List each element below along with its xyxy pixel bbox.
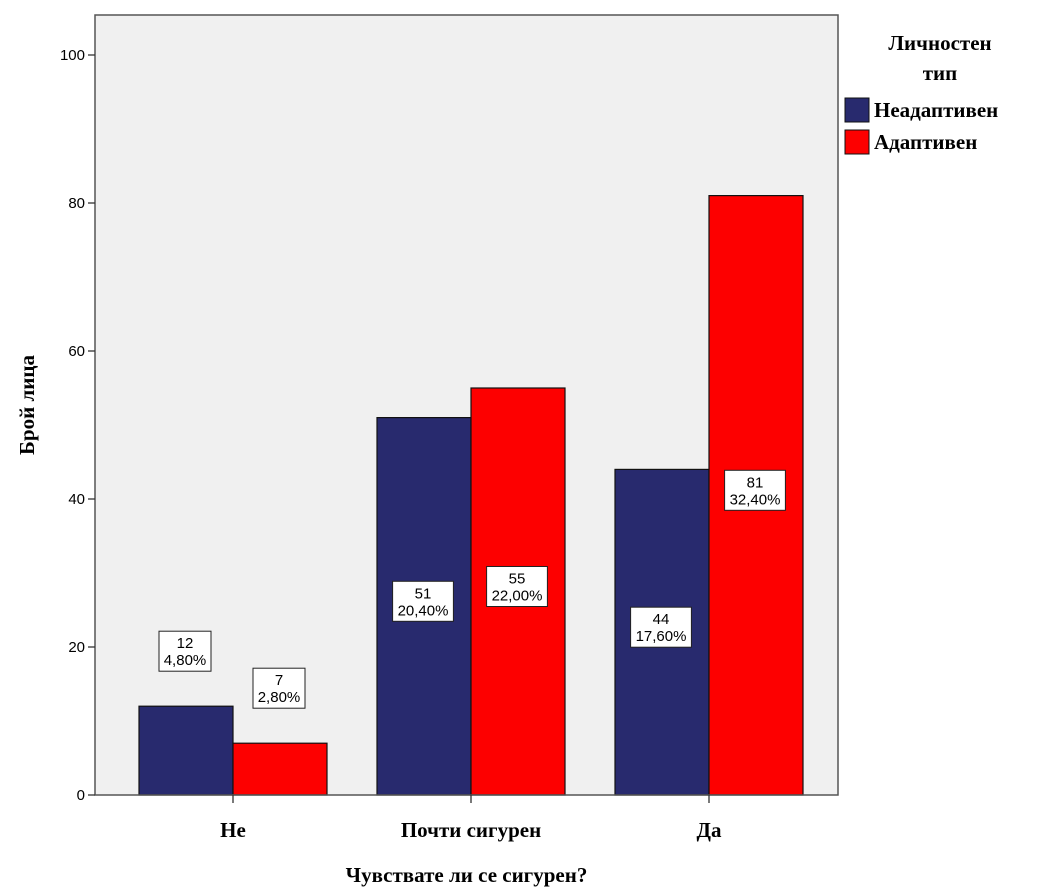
data-label-adaptiven-0: 72,80% (252, 667, 306, 709)
x-axis-title: Чувствате ли се сигурен? (346, 863, 588, 887)
data-label-count: 51 (415, 585, 432, 602)
legend: Личностен тип Неадаптивен Адаптивен (844, 31, 998, 155)
x-axis: Не Почти сигурен Да (220, 795, 722, 842)
legend-label-adaptiven: Адаптивен (874, 130, 977, 154)
data-label-box (158, 630, 212, 672)
legend-title-line-1: Личностен (888, 31, 991, 55)
y-axis: 0 20 40 60 80 100 (60, 47, 95, 804)
data-label-box (630, 606, 692, 648)
legend-label-neadaptiven: Неадаптивен (874, 98, 998, 122)
legend-swatch-adaptiven (844, 129, 870, 155)
data-label-percent: 20,40% (398, 602, 449, 619)
bar-neadaptiven-0 (138, 705, 234, 796)
plot-border (94, 14, 839, 796)
y-tick-label: 80 (68, 195, 85, 212)
data-label-count: 55 (509, 571, 526, 588)
data-label-percent: 17,60% (636, 628, 687, 645)
data-label-box (724, 469, 786, 511)
y-tick-label: 0 (77, 787, 85, 804)
data-label-percent: 22,00% (492, 588, 543, 605)
y-tick-label: 60 (68, 343, 85, 360)
data-label-percent: 32,40% (730, 491, 781, 508)
x-category-label: Почти сигурен (401, 818, 541, 842)
data-label-percent: 2,80% (258, 689, 301, 706)
legend-title-line-2: тип (923, 61, 958, 85)
y-tick-label: 100 (60, 47, 85, 64)
y-tick-label: 40 (68, 491, 85, 508)
x-category-label: Не (220, 818, 246, 842)
x-category-label: Да (697, 818, 722, 842)
y-tick-label: 20 (68, 639, 85, 656)
data-label-count: 44 (653, 611, 670, 628)
bar-adaptiven-0 (232, 742, 328, 796)
data-label-count: 7 (275, 672, 283, 689)
data-label-box (486, 566, 548, 607)
legend-swatch-neadaptiven (844, 97, 870, 123)
y-axis-title: Брой лица (15, 355, 39, 455)
data-label-box (392, 580, 454, 622)
data-label-count: 81 (747, 474, 764, 491)
data-label-count: 12 (177, 635, 194, 652)
data-label-neadaptiven-0: 124,80% (158, 630, 212, 672)
data-label-box (252, 667, 306, 709)
data-label-percent: 4,80% (164, 652, 207, 669)
